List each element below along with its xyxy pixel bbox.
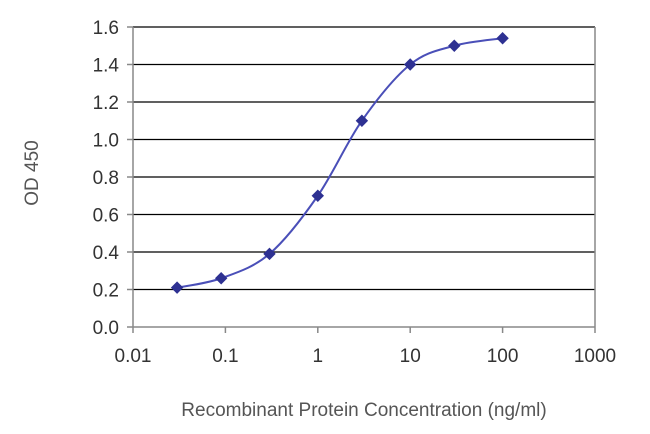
x-tick-label: 0.01 (115, 346, 152, 367)
y-tick-label: 1.4 (93, 56, 120, 77)
fit-curve (176, 37, 503, 289)
y-axis-title: OD 450 (22, 140, 43, 205)
data-point-7 (448, 39, 461, 52)
x-tick-label: 1000 (574, 346, 616, 367)
y-tick-label: 1.6 (93, 18, 119, 39)
data-point-4 (311, 189, 325, 202)
data-point-3 (263, 247, 276, 261)
y-tick-label: 0.6 (93, 206, 119, 227)
y-tick-label: 0.2 (93, 281, 119, 302)
x-axis-title: Recombinant Protein Concentration (ng/ml… (181, 400, 546, 421)
y-tick-label: 0.4 (93, 243, 120, 264)
data-point-1 (170, 281, 184, 294)
data-point-5 (355, 114, 369, 127)
x-tick-label: 0.1 (212, 346, 238, 367)
y-tick-label: 0.0 (93, 318, 119, 339)
y-tick-label: 1.0 (93, 131, 119, 152)
y-tick-label: 0.8 (93, 168, 119, 189)
x-tick-label: 10 (400, 346, 421, 367)
x-tick-label: 1 (313, 346, 324, 367)
data-point-2 (214, 272, 228, 285)
x-tick-label: 100 (487, 346, 519, 367)
data-point-8 (496, 32, 509, 45)
y-tick-label: 1.2 (93, 93, 119, 114)
data-point-6 (403, 58, 417, 71)
